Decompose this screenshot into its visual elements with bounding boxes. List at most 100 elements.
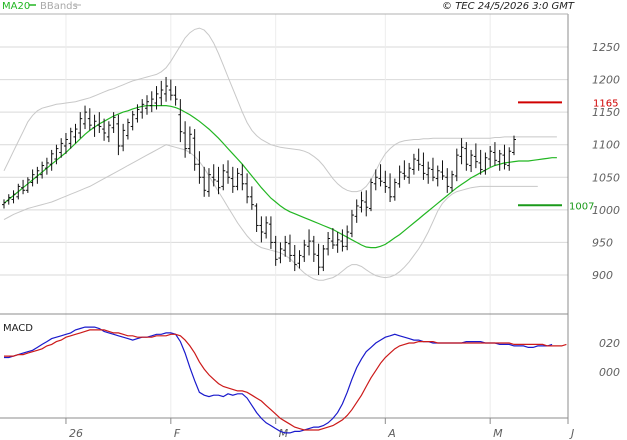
ohlc-bar: [226, 160, 231, 184]
price-grid: [0, 46, 568, 276]
ohlc-bar: [388, 173, 393, 203]
macd-y-axis-ticks: 020 000: [599, 337, 620, 379]
ohlc-bar: [397, 165, 402, 188]
ohlc-bar: [416, 148, 421, 171]
x-axis-tick-label: M: [493, 427, 503, 440]
ohlc-bar: [369, 178, 374, 212]
legend-bbands: BBands: [40, 1, 78, 12]
price-y-tick-label: 900: [592, 269, 613, 282]
ohlc-bar: [249, 186, 254, 210]
price-y-tick-label: 1250: [592, 41, 620, 54]
x-axis-ticks: 26 F M A M J: [65, 418, 574, 440]
ohlc-bar: [183, 121, 188, 158]
ohlc-bar: [454, 148, 459, 182]
ohlc-bar: [106, 121, 111, 143]
ohlc-bar: [483, 152, 488, 175]
ohlc-bar: [44, 157, 49, 175]
ohlc-bar: [245, 173, 250, 204]
x-axis-tick-label: F: [174, 427, 181, 440]
ohlc-bar: [63, 132, 68, 154]
ohlc-bar: [273, 235, 278, 266]
ohlc-bar: [359, 191, 364, 213]
ohlc-bar: [488, 146, 493, 167]
ohlc-bar: [192, 129, 197, 171]
support-level-label: 1007: [569, 201, 594, 212]
ohlc-bar: [121, 123, 126, 152]
ohlc-bar: [59, 138, 64, 158]
ohlc-bar: [173, 86, 178, 106]
ohlc-bar: [154, 86, 159, 110]
price-y-axis-ticks: 1250 1200 1150 1100 1050 1000 950 900: [592, 41, 620, 282]
ohlc-bar: [164, 76, 169, 102]
ohlc-bar: [307, 229, 312, 256]
ohlc-bar: [492, 142, 497, 166]
ohlc-bar: [349, 209, 354, 238]
ohlc-bar: [221, 164, 226, 191]
price-y-tick-label: 1050: [592, 171, 620, 184]
ohlc-bar: [159, 80, 164, 106]
price-y-tick-label: 950: [592, 236, 613, 249]
ohlc-bar: [421, 152, 426, 180]
ohlc-bar: [111, 112, 116, 133]
ohlc-bar: [287, 234, 292, 262]
price-y-tick-label: 1200: [592, 74, 620, 87]
bollinger-lower-band: [3, 144, 538, 281]
ohlc-bar: [197, 151, 202, 184]
ohlc-bar: [364, 190, 369, 217]
ohlc-bar: [507, 147, 512, 171]
ohlc-bar: [497, 149, 502, 171]
ohlc-bar: [459, 138, 464, 165]
ohlc-bar: [178, 99, 183, 143]
ohlc-bar: [211, 164, 216, 187]
macd-y-tick-label: 000: [599, 366, 620, 379]
ohlc-bar: [392, 178, 397, 201]
ohlc-bar: [116, 114, 121, 156]
ohlc-bar: [283, 235, 288, 257]
copyright-timestamp: © TEC 24/5/2026 3:0 GMT: [442, 1, 575, 12]
ohlc-bar: [149, 91, 154, 113]
ohlc-bar: [378, 164, 383, 187]
ma20-line: [3, 104, 557, 249]
ohlc-bar: [292, 245, 297, 272]
ohlc-bar: [426, 161, 431, 184]
ohlc-bar: [144, 95, 149, 115]
ohlc-bar: [235, 168, 240, 191]
ohlc-bar: [83, 105, 88, 130]
ohlc-bar: [206, 168, 211, 197]
ohlc-bar: [464, 142, 469, 171]
ohlc-bar: [40, 161, 45, 179]
ohlc-bar: [316, 243, 321, 275]
ohlc-bar: [345, 225, 350, 251]
ohlc-bar: [140, 99, 145, 119]
resistance-level-label: 1165: [593, 98, 618, 109]
ohlc-bar: [411, 153, 416, 175]
ohlc-bar: [230, 166, 235, 193]
ohlc-bar: [335, 231, 340, 253]
ohlc-bar: [240, 164, 245, 191]
ohlc-bar: [502, 144, 507, 170]
ohlc-bar: [6, 194, 11, 205]
ohlc-bar: [373, 169, 378, 191]
ohlc-bar: [11, 190, 16, 204]
price-y-tick-label: 1150: [592, 106, 620, 119]
ohlc-bar: [187, 126, 192, 154]
x-axis-tick-label: 26: [69, 427, 83, 440]
ohlc-bar: [268, 216, 273, 249]
ohlc-bar: [125, 118, 130, 140]
ohlc-bar: [202, 166, 207, 197]
macd-grid: [65, 14, 569, 418]
ohlc-bar: [473, 143, 478, 169]
ohlc-bar: [407, 162, 412, 184]
ohlc-bar: [264, 216, 269, 239]
price-bars: [2, 76, 516, 275]
ohlc-bar: [512, 135, 516, 156]
ohlc-bar: [354, 199, 359, 223]
ohlc-bar: [216, 166, 221, 195]
ohlc-bar: [254, 203, 259, 232]
ohlc-bar: [469, 149, 474, 173]
macd-signal-line: [4, 329, 567, 431]
ohlc-bar: [311, 235, 316, 262]
ohlc-bar: [54, 144, 59, 165]
ohlc-bar: [87, 108, 92, 131]
ohlc-bar: [130, 110, 135, 131]
